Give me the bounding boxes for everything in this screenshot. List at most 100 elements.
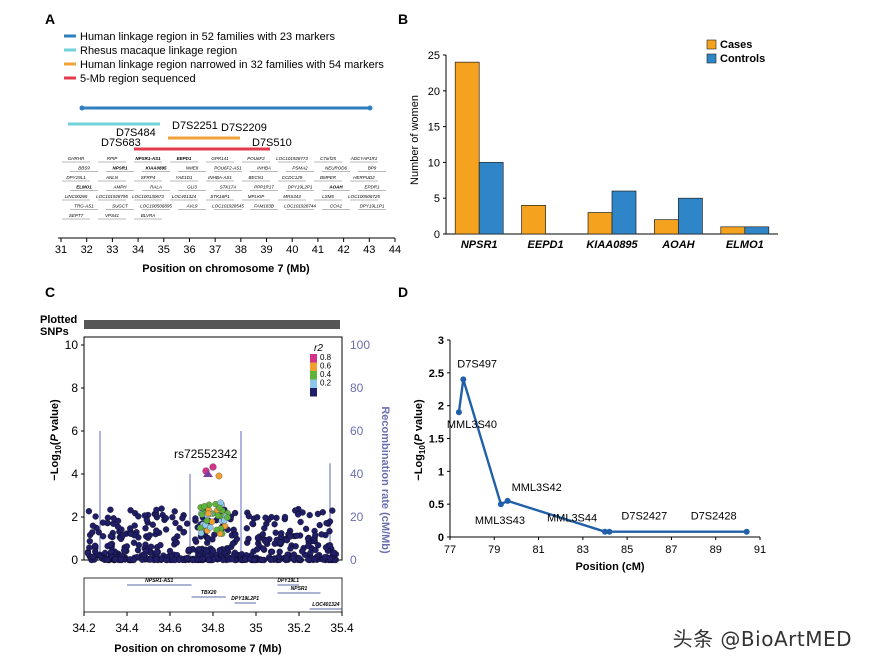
c-snp (103, 556, 111, 563)
panel-a-x-ticks: 31 32 33 34 35 36 37 38 39 40 41 42 43 44 (55, 238, 401, 256)
a-gene-27: ELMO1 (76, 185, 92, 190)
d-point-4 (602, 528, 608, 535)
c-snp (163, 556, 170, 564)
b-ytick-label-0: 0 (434, 229, 440, 241)
a-tick-label-3: 34 (132, 244, 144, 256)
c-snp (251, 556, 258, 564)
c-snp (185, 546, 193, 553)
c-snp (135, 513, 142, 520)
c-snp (146, 532, 153, 539)
panel-a-gene-track: GHRHR RPIP NPSR1-AS1 EEPD1 GPR141 POU6F2 LOC10… (62, 156, 386, 220)
a-gene-19: ANLN (105, 175, 119, 180)
a-gene-1: RPIP (107, 156, 118, 161)
c-snp (153, 548, 161, 556)
c-snp (298, 548, 306, 555)
panel-c-y-title-right: Recombination rate (cM/Mb) (379, 406, 391, 554)
d-xtick-label-1: 79 (488, 544, 500, 556)
b-ytick-label-4: 20 (428, 86, 440, 98)
d-point-2 (497, 501, 504, 508)
c-snp (192, 536, 199, 543)
c-gene-0: NPSR1-AS1 (145, 578, 173, 584)
a-gene-28: AMPH (112, 185, 127, 190)
c-snp-ld (197, 524, 204, 532)
panel-c-regional-plot: 0246810020406080100r20.80.60.40.2NPSR1-A… (65, 336, 370, 635)
a-gene-26: HERPUD2 (353, 175, 375, 180)
a-gene-23: BECN1 (248, 175, 264, 180)
human-linkage-bar-end (367, 105, 373, 111)
d-point-0 (455, 409, 462, 416)
c-snp (89, 553, 97, 561)
b-bar-cases-aoah (654, 219, 679, 235)
c-gene-5: LOC401324 (312, 602, 339, 608)
panel-b-y-title: Number of women (409, 95, 421, 185)
a-legend-text-3: 5-Mb region sequenced (80, 73, 196, 85)
panel-b-label: B (398, 11, 408, 27)
b-bar-controls-aoah (678, 197, 703, 235)
panel-b: B Number of women 0 5 10 15 20 25 NPSR1 EEPD1 KI… (398, 11, 778, 251)
c-snp (158, 505, 165, 512)
a-gene-38: LOC100130673 (132, 194, 164, 199)
c-snp (209, 547, 217, 554)
a-gene-54: SEPT7 (69, 213, 84, 218)
a-gene-52: COA1 (330, 204, 343, 209)
c-snp (110, 520, 117, 527)
d-xtick-label-7: 91 (754, 544, 766, 556)
a-gene-51: LOC101928744 (284, 204, 316, 209)
c-snp (195, 545, 202, 553)
c-snp-ld (208, 518, 216, 525)
c-snp (171, 508, 178, 515)
c-snp (312, 546, 319, 554)
c-snp (289, 555, 297, 562)
c-snp (249, 520, 256, 527)
a-gene-20: SFRP4 (141, 175, 156, 180)
c-snp (92, 513, 99, 520)
c-gene-3: NPSR1 (291, 586, 308, 592)
d-series-line (457, 378, 747, 533)
a-gene-13: POU6F2-AS1 (214, 166, 242, 171)
c-snp (119, 532, 127, 539)
c-snp (118, 526, 125, 533)
panel-a-x-title: Position on chromosome 7 (Mb) (142, 263, 310, 275)
marker-d7s510: D7S510 (252, 137, 292, 149)
a-gene-49: LOC101928545 (212, 204, 244, 209)
a-gene-3: EEPD1 (177, 156, 192, 161)
d-point-label-0: MML3S40 (447, 419, 497, 431)
panel-d-x-title: Position (cM) (575, 561, 644, 573)
c-snp (287, 545, 294, 552)
b-bar-controls-elmo1 (744, 226, 770, 235)
b-legend-swatch-1 (706, 53, 717, 64)
panel-d-label: D (398, 284, 408, 300)
c-snp-ld (224, 514, 231, 521)
c-snp (316, 521, 323, 529)
c-snp (259, 531, 267, 538)
a-legend-text-2: Human linkage region narrowed in 32 fami… (80, 59, 384, 71)
c-snp (99, 519, 107, 526)
b-ytick-label-5: 25 (428, 50, 440, 62)
c-snp (312, 532, 319, 539)
c-snp (258, 556, 266, 564)
c-snp (107, 533, 114, 540)
c-snp (127, 530, 134, 537)
c-snp (107, 541, 114, 548)
c-snp (176, 525, 183, 532)
b-legend-text-1: Controls (720, 53, 765, 65)
c-snp (231, 509, 239, 517)
a-gene-10: NPSR1 (112, 166, 128, 171)
d-xtick-label-5: 87 (665, 544, 677, 556)
a-gene-16: NEUROD6 (325, 166, 348, 171)
c-snp (276, 539, 284, 546)
c-snp-ld (198, 511, 206, 518)
a-gene-11: KIAA0895 (145, 166, 167, 171)
d-ytick-label-3: 1.5 (429, 434, 444, 446)
c-snp (130, 556, 137, 564)
c-snp (294, 511, 302, 518)
c-snp (272, 529, 279, 536)
c-snp (268, 548, 276, 555)
a-gene-43: LSM5 (322, 194, 334, 199)
a-tick-label-10: 41 (312, 244, 324, 256)
b-category-label-1: EEPD1 (528, 239, 564, 251)
c-snp (162, 526, 170, 533)
c-snp-ld (213, 526, 220, 534)
c-ytick-right-3: 60 (350, 424, 364, 438)
